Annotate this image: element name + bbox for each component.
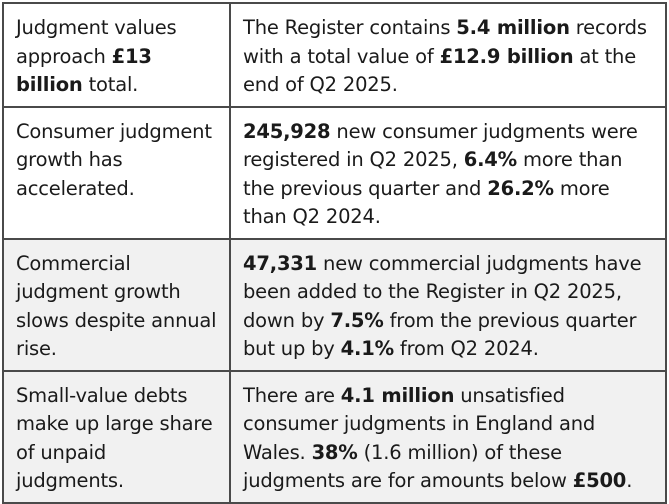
text-run: Consumer judgment growth has accelerated… [16,119,212,200]
row-body: 245,928 new consumer judgments were regi… [229,105,667,240]
highlighted-figure: £13 billion [16,44,152,97]
highlighted-figure: £500 [572,469,627,492]
row-heading: Consumer judgment growth has accelerated… [2,105,231,240]
text-run: The Register contains [243,16,457,39]
text-run: Judgment values approach [16,16,177,68]
row-body: There are 4.1 million unsatisfied consum… [229,369,667,504]
table-row: Small-value debts make up large share of… [2,369,667,504]
table-row: Judgment values approach £13 billion tot… [2,2,667,108]
text-run: (1.6 million) of these judgments are for… [243,440,573,493]
table-row: Consumer judgment growth has accelerated… [2,105,667,240]
text-run: from Q2 2024. [393,337,539,360]
text-run: total. [82,73,139,96]
text-run: more than the previous quarter and [243,148,623,200]
row-heading: Small-value debts make up large share of… [2,369,231,504]
text-run: records with a total value of [243,16,647,68]
text-run: from the previous quarter but up by [243,308,637,361]
highlighted-figure: 5.4 million [456,16,570,39]
text-run: Small-value debts make up large share of… [16,383,213,493]
text-run: new commercial judgments have been added… [243,251,642,332]
row-heading: Judgment values approach £13 billion tot… [2,2,231,108]
highlighted-figure: 38% [311,440,358,464]
highlighted-figure: 26.2% [487,176,554,200]
text-run: Commercial judgment growth slows despite… [16,251,217,361]
highlighted-figure: 4.1 million [340,383,455,407]
table-row: Commercial judgment growth slows despite… [2,237,667,372]
text-run: unsatisfied consumer judgments in Englan… [243,383,596,464]
row-body: 47,331 new commercial judgments have bee… [229,237,667,372]
row-heading: Commercial judgment growth slows despite… [2,237,231,372]
highlighted-figure: 47,331 [243,251,318,275]
text-run: more than Q2 2024. [243,176,610,229]
highlighted-figure: 7.5% [330,308,384,332]
row-body: The Register contains 5.4 million record… [229,2,667,108]
highlighted-figure: £12.9 billion [439,44,574,68]
highlighted-figure: 6.4% [463,148,517,171]
highlighted-figure: 4.1% [340,337,394,360]
text-run: at the end of Q2 2025. [243,44,637,97]
text-run: There are [243,383,341,407]
text-run: . [626,469,633,492]
text-run: new consumer judgments were registered i… [243,119,638,172]
highlighted-figure: 245,928 [243,119,331,143]
